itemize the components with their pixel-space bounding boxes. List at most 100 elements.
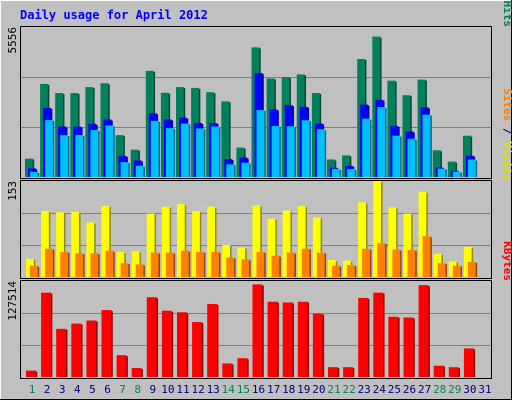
bar-kbytes-day-11-face xyxy=(177,312,187,377)
bar-pages-day-27-face xyxy=(422,114,431,177)
bar-visits-day-20-face xyxy=(312,217,321,277)
bar-pages-day-24-face xyxy=(377,107,386,177)
bar-hits-day-29-face xyxy=(447,161,456,177)
bar-kbytes-day-6 xyxy=(101,309,113,377)
day-label-14: 14 xyxy=(222,383,236,396)
bar-pages-day-21-face xyxy=(332,168,340,177)
bar-pages-day-11 xyxy=(181,123,191,177)
bar-kbytes-day-4 xyxy=(71,323,83,377)
bar-pages-day-30-face xyxy=(467,159,476,177)
bar-visits-day-9-face xyxy=(146,213,155,277)
bar-kbytes-day-26-face xyxy=(403,317,414,377)
bar-sites-day-8 xyxy=(135,264,145,277)
day-label-12: 12 xyxy=(191,383,204,396)
bar-sites-day-29-face xyxy=(452,265,461,277)
bar-visits-day-26-face xyxy=(403,213,412,277)
bar-sites-day-18-face xyxy=(286,252,295,277)
bar-visits-day-11-face xyxy=(177,204,185,277)
bar-visits-day-17-face xyxy=(267,218,276,277)
bar-pages-day-13 xyxy=(211,126,221,177)
day-label-16: 16 xyxy=(252,383,265,396)
bar-pages-day-8-face xyxy=(135,165,144,177)
bar-sites-day-28-face xyxy=(437,263,446,277)
bar-pages-day-19 xyxy=(301,120,312,177)
bar-sites-day-10 xyxy=(165,252,176,277)
bar-sites-day-12-face xyxy=(196,251,205,277)
bar-kbytes-day-26 xyxy=(403,317,415,377)
day-label-6: 6 xyxy=(104,383,111,396)
bar-kbytes-day-9-face xyxy=(146,297,157,377)
bar-pages-day-7 xyxy=(120,162,130,177)
bar-pages-day-3-face xyxy=(60,135,69,177)
bar-sites-day-21 xyxy=(332,265,342,277)
day-label-4: 4 xyxy=(74,383,81,396)
bar-sites-day-6-face xyxy=(105,250,114,277)
bar-sites-day-7 xyxy=(120,263,130,277)
bar-visits-day-18-face xyxy=(282,210,291,277)
bar-pages-day-28 xyxy=(437,168,447,177)
bar-sites-day-5 xyxy=(90,253,100,277)
bar-pages-day-23 xyxy=(362,118,372,177)
day-label-20: 20 xyxy=(312,383,325,396)
day-label-8: 8 xyxy=(134,383,141,396)
bar-pages-day-4 xyxy=(75,134,85,177)
bar-pages-day-10 xyxy=(165,128,176,177)
bar-kbytes-day-15 xyxy=(237,358,249,377)
bar-pages-day-25-face xyxy=(392,135,401,177)
bar-sites-day-23-face xyxy=(362,248,371,277)
bar-visits-day-5-face xyxy=(86,222,95,277)
day-label-10: 10 xyxy=(161,383,174,396)
bar-kbytes-day-23-face xyxy=(358,297,369,377)
bar-sites-day-12 xyxy=(196,251,206,277)
bar-sites-day-30 xyxy=(467,261,478,277)
bar-sites-day-16 xyxy=(256,251,266,277)
bar-pages-day-6 xyxy=(105,125,115,177)
day-axis-labels: 1 2 3 4 5 6 7 8 9 10 11 12 13 14 15 16 17 18 19 20 21 22 23 24 2… xyxy=(29,383,492,396)
day-label-11: 11 xyxy=(176,383,189,396)
bar-kbytes-day-4-face xyxy=(71,323,82,377)
day-label-22: 22 xyxy=(342,383,355,396)
bar-visits-day-13-face xyxy=(207,206,216,277)
bar-pages-day-2-face xyxy=(45,120,54,177)
bar-pages-day-10-face xyxy=(165,128,174,177)
bar-kbytes-day-24-face xyxy=(373,292,384,377)
bar-visits-day-6-face xyxy=(101,206,110,277)
bar-visits-day-4-face xyxy=(71,211,80,277)
bar-sites-day-2 xyxy=(45,248,55,277)
bar-pages-day-9-face xyxy=(150,120,159,177)
legend-top-part-3: / xyxy=(501,0,512,1)
bar-kbytes-day-14 xyxy=(222,363,234,377)
y-max-label-bottom: 127514 xyxy=(6,281,19,321)
bar-pages-day-6-face xyxy=(105,125,114,177)
day-label-7: 7 xyxy=(119,383,126,396)
bar-kbytes-day-30-face xyxy=(463,348,474,377)
day-label-9: 9 xyxy=(149,383,156,396)
bar-kbytes-day-20-face xyxy=(312,313,323,377)
bar-kbytes-day-10-face xyxy=(161,310,172,377)
bar-pages-day-20-face xyxy=(316,129,325,177)
bar-kbytes-day-7-face xyxy=(116,355,127,377)
bar-pages-day-30 xyxy=(467,159,478,177)
bar-sites-day-11-face xyxy=(181,250,189,277)
bar-pages-day-20 xyxy=(316,129,327,177)
bar-sites-day-17-face xyxy=(271,255,280,277)
bar-visits-day-8-face xyxy=(131,251,140,277)
day-label-1: 1 xyxy=(29,383,36,396)
legend-top-part-4: Hits xyxy=(501,1,512,28)
bar-sites-day-24-face xyxy=(377,243,386,277)
bar-pages-day-16 xyxy=(256,110,266,177)
day-label-25: 25 xyxy=(388,383,401,396)
bar-sites-day-27-face xyxy=(422,236,431,277)
bar-sites-day-1 xyxy=(30,265,40,277)
bar-pages-day-8 xyxy=(135,165,145,177)
bar-pages-day-12-face xyxy=(196,128,205,177)
bar-pages-day-2 xyxy=(45,120,55,177)
bar-sites-day-4-face xyxy=(75,253,84,277)
bar-pages-day-26 xyxy=(407,138,417,177)
bar-kbytes-day-1 xyxy=(26,370,38,377)
bar-kbytes-day-13 xyxy=(207,303,219,377)
day-label-31: 31 xyxy=(478,383,491,396)
bar-pages-day-4-face xyxy=(75,134,84,177)
bar-kbytes-day-28-face xyxy=(433,365,444,377)
day-label-23: 23 xyxy=(358,383,371,396)
